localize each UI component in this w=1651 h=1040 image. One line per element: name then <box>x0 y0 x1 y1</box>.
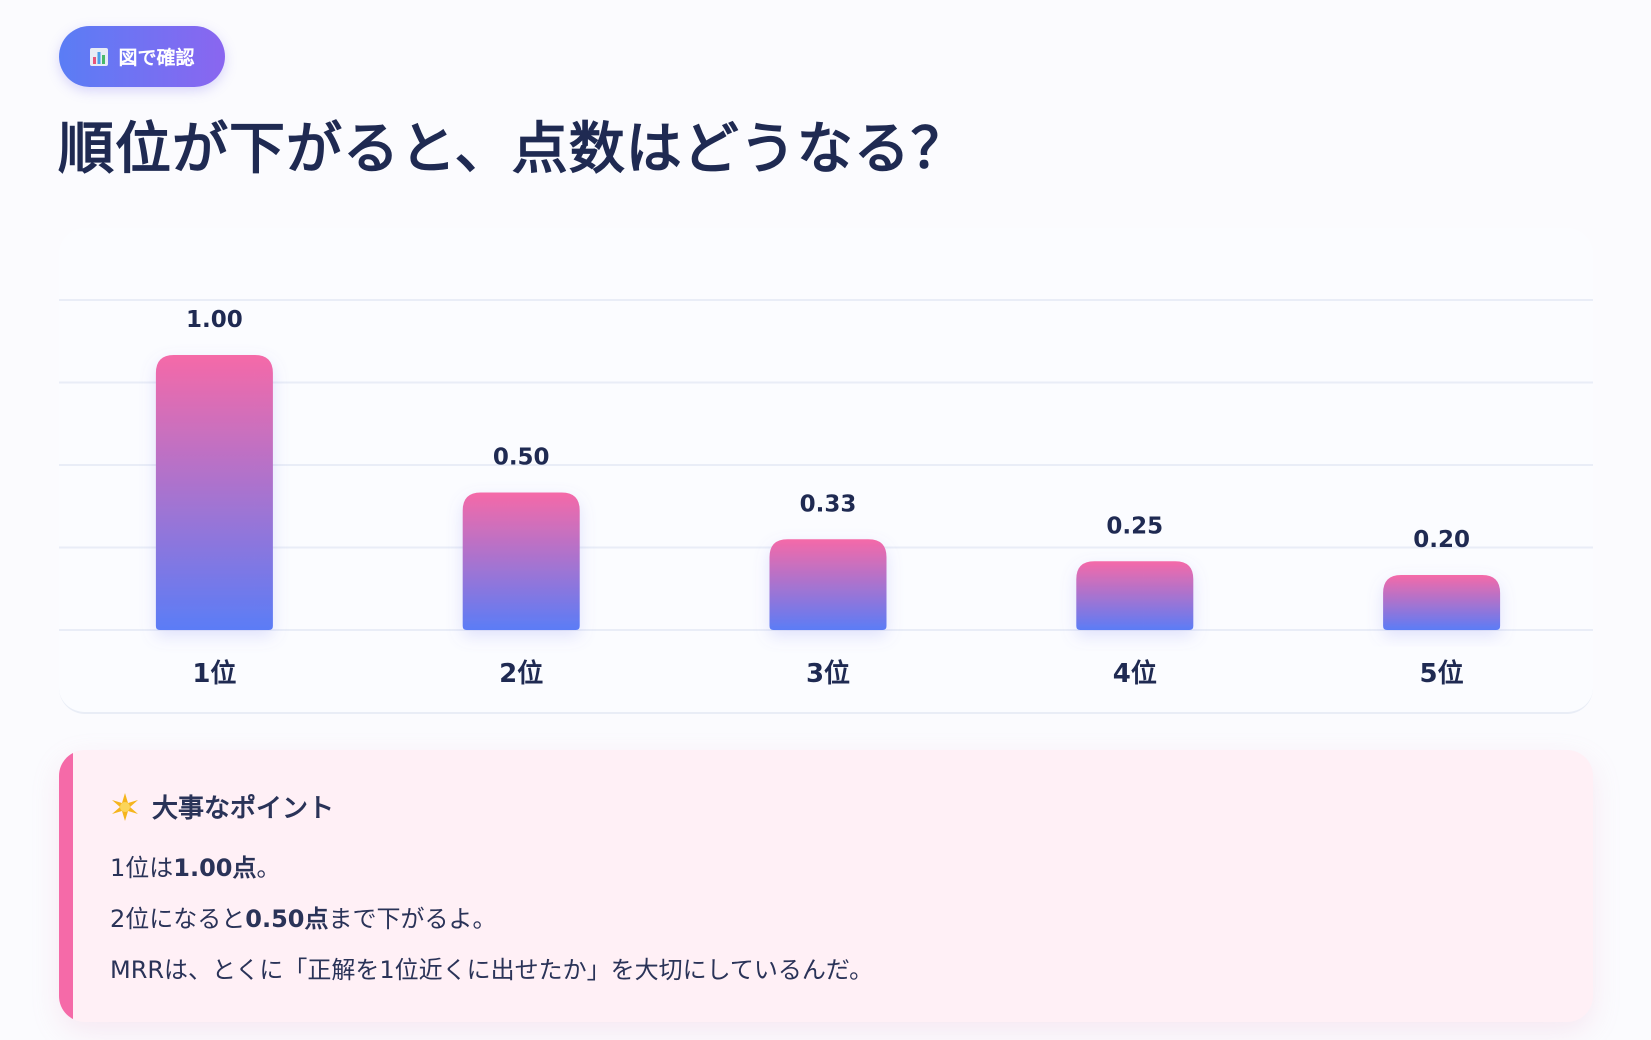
bar-value-label: 0.20 <box>1413 527 1470 553</box>
category-label: 3位 <box>806 658 850 689</box>
category-label: 1位 <box>192 658 236 689</box>
bar-value-label: 0.25 <box>1106 513 1163 539</box>
bar-2 <box>462 492 580 630</box>
key-point-box: 大事なポイント 1位は1.00点。 2位になると0.50点まで下がるよ。 MRR… <box>59 750 1593 1022</box>
bar-4 <box>1076 561 1194 630</box>
category-label: 2位 <box>499 658 543 689</box>
bar-value-label: 0.50 <box>493 445 550 471</box>
key-point-heading-text: 大事なポイント <box>152 794 335 824</box>
key-point-line-3: MRRは、とくに「正解を1位近くに出せたか」を大切にしているんだ。 <box>110 956 874 984</box>
sparkle-icon <box>112 792 138 821</box>
badge-label: 図で確認 <box>118 47 195 69</box>
section-badge: 図で確認 <box>59 26 225 87</box>
bar-chart-icon <box>90 47 109 66</box>
bar-value-label: 1.00 <box>186 307 243 333</box>
category-label: 5位 <box>1420 658 1464 689</box>
key-point-line-2: 2位になると0.50点まで下がるよ。 <box>110 905 497 933</box>
bar-value-label: 0.33 <box>800 491 857 517</box>
category-label: 4位 <box>1113 658 1157 689</box>
bar-3 <box>769 539 887 630</box>
bar-chart: 1.00 1位 0.50 2位 0.33 3位 0.25 4位 0.20 5位 <box>59 299 1593 689</box>
key-point-accent-bar <box>59 750 73 1022</box>
bar-5 <box>1383 575 1501 630</box>
chart-card: 1.00 1位 0.50 2位 0.33 3位 0.25 4位 0.20 5位 <box>59 228 1593 714</box>
page-title: 順位が下がると、点数はどうなる？ <box>58 117 968 182</box>
key-point-heading: 大事なポイント <box>110 788 1553 825</box>
key-point-line-1: 1位は1.00点。 <box>110 854 281 882</box>
bar-1 <box>155 355 273 630</box>
